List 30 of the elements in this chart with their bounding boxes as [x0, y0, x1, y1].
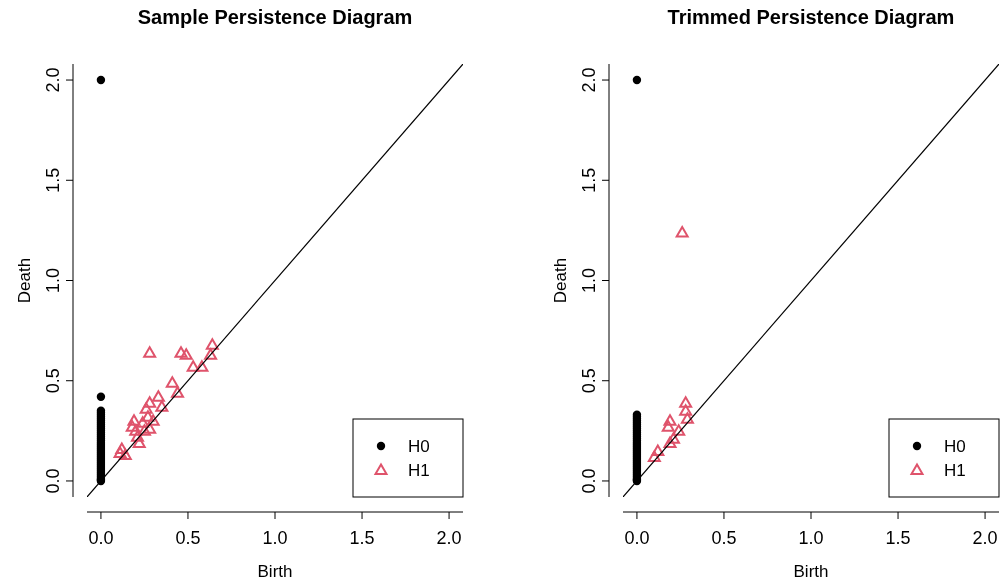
x-axis-title: Birth: [257, 562, 293, 581]
x-tick-label: 1.0: [798, 528, 824, 548]
x-tick-label: 1.5: [349, 528, 375, 548]
x-axis-title: Birth: [793, 562, 829, 581]
y-tick-label: 2.0: [579, 67, 599, 93]
y-tick-label: 2.0: [43, 67, 63, 93]
y-tick-label: 0.0: [579, 468, 599, 494]
x-tick-label: 0.0: [88, 528, 114, 548]
x-tick-label: 0.0: [624, 528, 650, 548]
legend-label: H1: [408, 461, 430, 480]
legend-label: H0: [944, 437, 966, 456]
chart-title: Trimmed Persistence Diagram: [667, 6, 955, 28]
x-tick-label: 2.0: [972, 528, 998, 548]
chart-title: Sample Persistence Diagram: [137, 6, 413, 28]
y-axis-title: Death: [15, 257, 34, 304]
legend-label: H0: [408, 437, 430, 456]
x-tick-label: 0.5: [711, 528, 737, 548]
y-axis-title: Death: [551, 257, 570, 304]
y-tick-label: 0.5: [579, 368, 599, 394]
y-tick-label: 1.0: [43, 267, 63, 294]
y-tick-label: 0.5: [43, 368, 63, 394]
legend-label: H1: [944, 461, 966, 480]
x-tick-label: 1.0: [262, 528, 288, 548]
x-tick-label: 0.5: [175, 528, 201, 548]
y-tick-label: 1.0: [579, 267, 599, 294]
x-tick-label: 1.5: [885, 528, 911, 548]
x-tick-label: 2.0: [436, 528, 462, 548]
y-tick-label: 1.5: [579, 167, 599, 193]
y-tick-label: 1.5: [43, 167, 63, 193]
y-tick-label: 0.0: [43, 468, 63, 494]
